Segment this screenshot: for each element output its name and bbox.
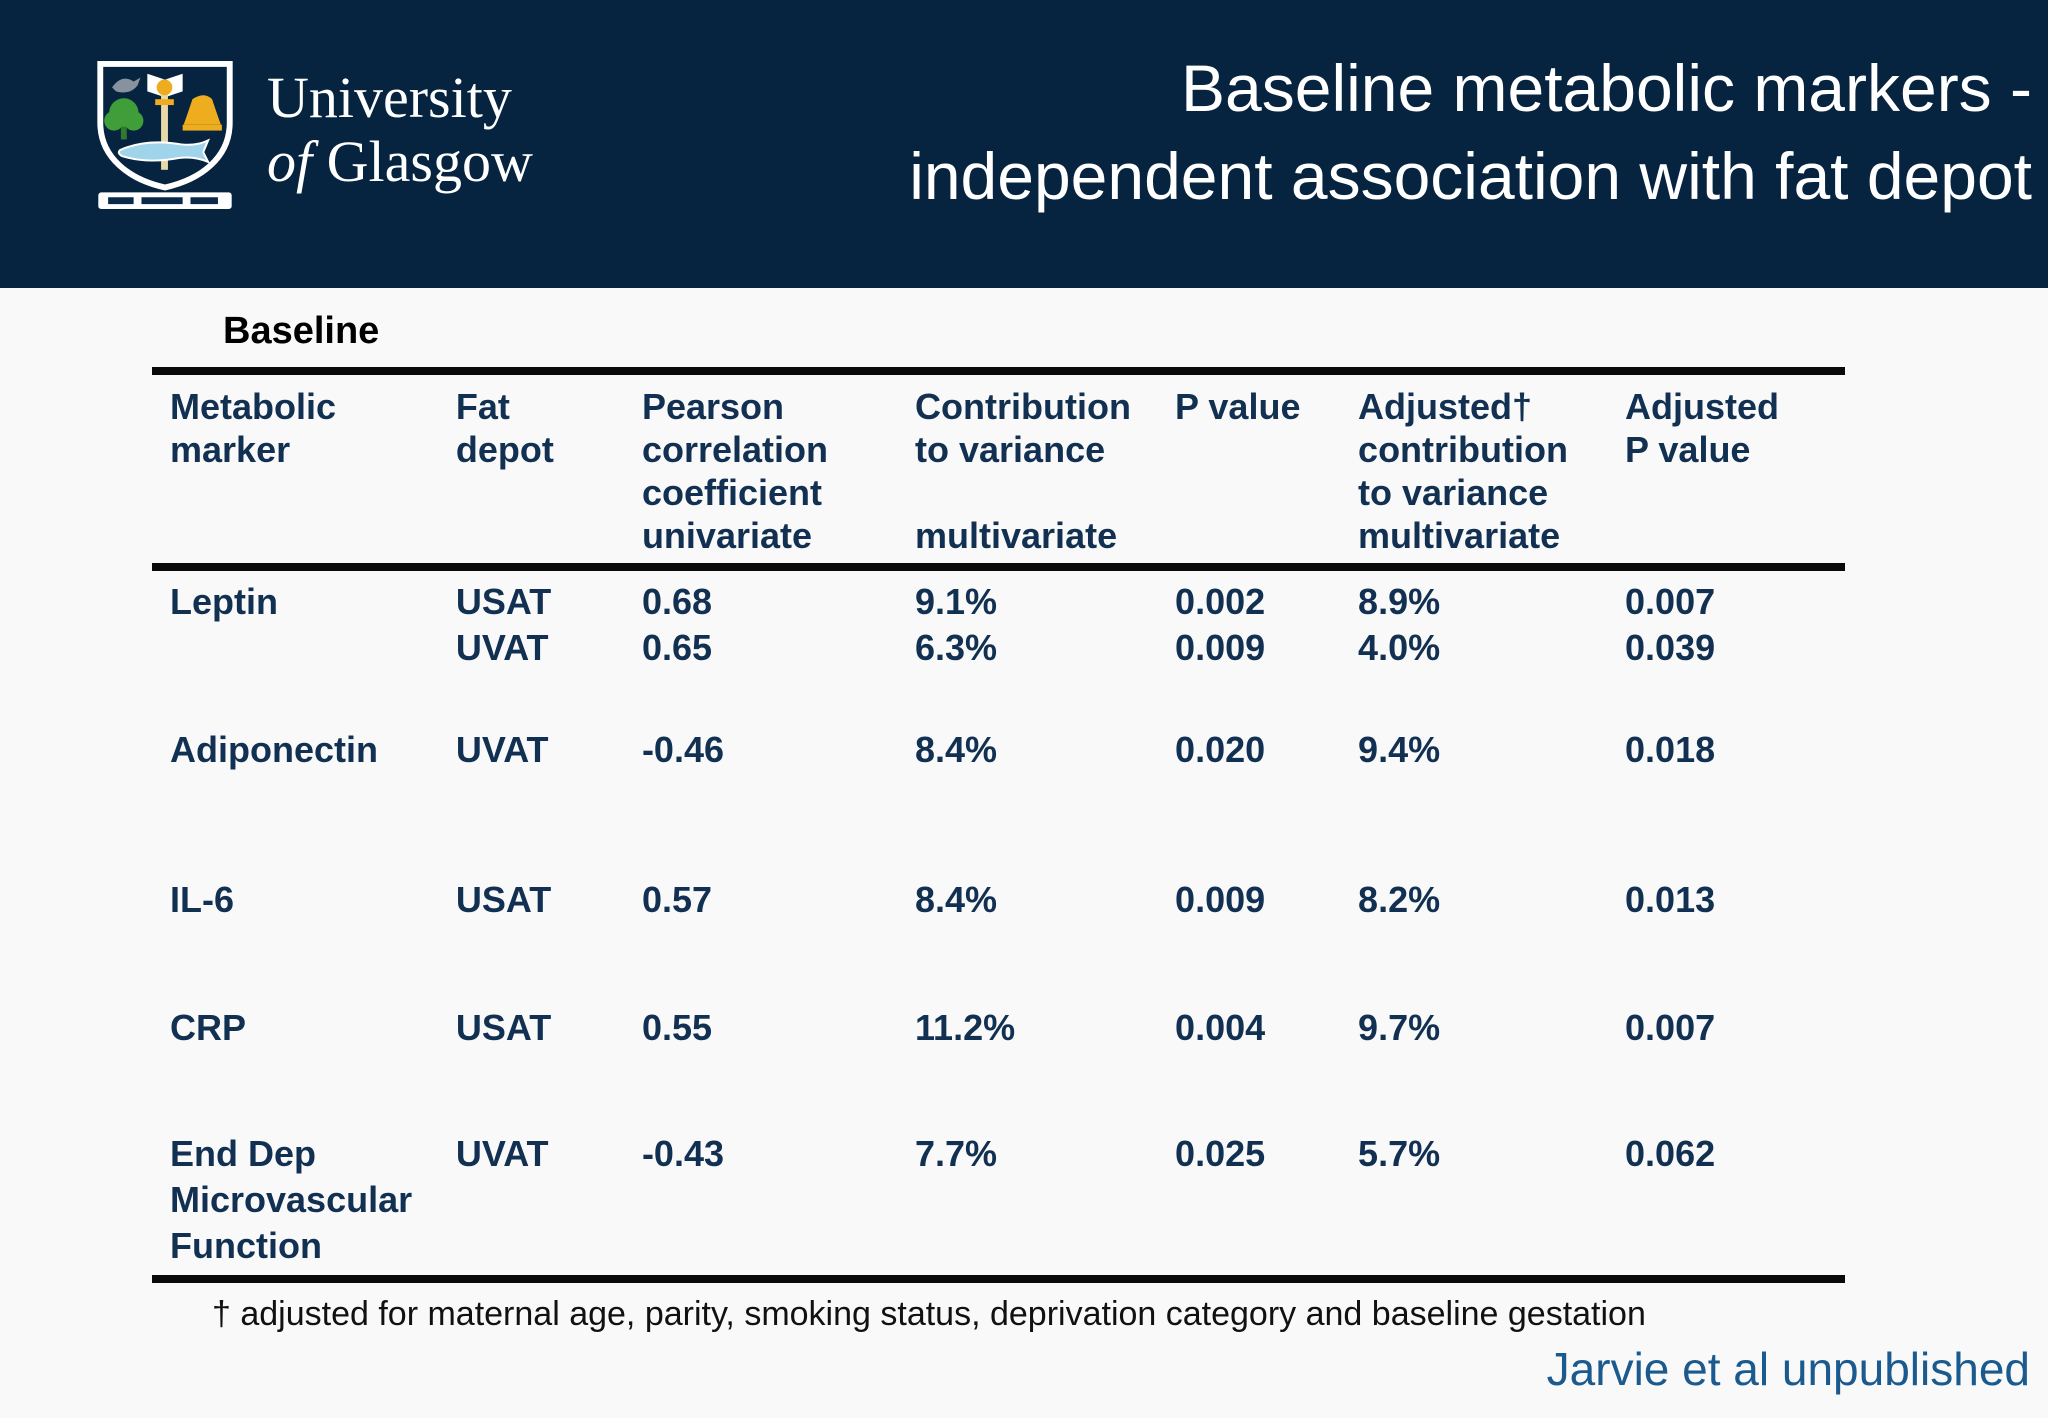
- pearson-cell: 0.57: [641, 879, 713, 920]
- adj-p-value-cell: 0.018: [1625, 729, 1716, 770]
- p-value-cell: 0.025: [1175, 1133, 1266, 1174]
- contribution-cell: 9.1%: [915, 581, 998, 622]
- contribution-cell: 11.2%: [915, 1007, 1016, 1048]
- table-header-row: Metabolic marker Fat depot Pearson corre…: [152, 375, 1845, 563]
- glasgow-crest-icon: [97, 60, 233, 210]
- table-row-crp: CRP USAT 0.55 11.2% 0.004 9.7% 0.007: [152, 1005, 1845, 1051]
- p-value-cell: 0.002: [1175, 581, 1266, 622]
- depot-cell: USAT: [455, 879, 552, 920]
- header-cell-metabolic-marker: Metabolic marker: [170, 386, 337, 470]
- header-cell-pearson: Pearson correlation coefficient univaria…: [641, 386, 828, 556]
- university-logo: University of Glasgow: [85, 58, 533, 210]
- metabolic-markers-table: Metabolic marker Fat depot Pearson corre…: [152, 367, 1845, 1283]
- table-caption: Baseline: [223, 310, 380, 352]
- depot-cell: USAT: [455, 1007, 552, 1048]
- marker-cell: End Dep Microvascular Function: [170, 1133, 413, 1266]
- p-value-cell: 0.004: [1175, 1007, 1266, 1048]
- p-value-cell: 0.009: [1175, 879, 1266, 920]
- marker-cell: IL-6: [170, 879, 235, 920]
- table-bottom-rule: [152, 1275, 1845, 1283]
- table-footnote: † adjusted for maternal age, parity, smo…: [212, 1295, 1646, 1333]
- pearson-cell: 0.68: [641, 581, 713, 622]
- pearson-cell: 0.55: [641, 1007, 713, 1048]
- wordmark-of: of: [267, 129, 313, 194]
- table-row-leptin: Leptin USAT 0.68 9.1% 0.002 8.9% 0.007 U…: [152, 579, 1845, 671]
- pearson-cell: 0.65: [641, 627, 713, 668]
- p-value-cell: 0.020: [1175, 729, 1266, 770]
- depot-cell: UVAT: [455, 1133, 549, 1174]
- contribution-cell: 8.4%: [915, 879, 998, 920]
- table-top-rule: [152, 367, 1845, 375]
- university-wordmark: University of Glasgow: [267, 66, 533, 194]
- table-mid-rule: [152, 563, 1845, 571]
- pearson-cell: -0.46: [641, 729, 724, 770]
- table-body: Leptin USAT 0.68 9.1% 0.002 8.9% 0.007 U…: [152, 571, 1845, 1275]
- slide-title-line2: independent association with fat depot: [909, 139, 2032, 213]
- wordmark-line2: of Glasgow: [267, 130, 533, 194]
- wordmark-line1: University: [267, 65, 512, 130]
- adj-p-value-cell: 0.007: [1625, 581, 1716, 622]
- header-cell-contribution: Contribution to variance multivariate: [915, 386, 1131, 556]
- adj-contribution-cell: 8.2%: [1358, 879, 1441, 920]
- adj-contribution-cell: 5.7%: [1358, 1133, 1441, 1174]
- adj-contribution-cell: 9.7%: [1358, 1007, 1441, 1048]
- adj-contribution-cell: 9.4%: [1358, 729, 1441, 770]
- table-row-end-dep: End Dep Microvascular Function UVAT -0.4…: [152, 1131, 1845, 1269]
- table-row-il6: IL-6 USAT 0.57 8.4% 0.009 8.2% 0.013: [152, 877, 1845, 923]
- header-cell-p-value: P value: [1175, 386, 1301, 427]
- adj-p-value-cell: 0.039: [1625, 627, 1716, 668]
- slide-title: Baseline metabolic markers - independent …: [909, 44, 2032, 220]
- adj-contribution-cell: 8.9%: [1358, 581, 1441, 622]
- marker-cell: Adiponectin: [170, 729, 378, 770]
- wordmark-name: Glasgow: [326, 129, 533, 194]
- slide-title-line1: Baseline metabolic markers -: [1181, 51, 2032, 125]
- header-cell-fat-depot: Fat depot: [455, 386, 554, 470]
- marker-cell: CRP: [170, 1007, 247, 1048]
- adj-contribution-cell: 4.0%: [1358, 627, 1441, 668]
- adj-p-value-cell: 0.013: [1625, 879, 1716, 920]
- header-band: University of Glasgow Baseline metabolic…: [0, 0, 2048, 288]
- table-row-adiponectin: Adiponectin UVAT -0.46 8.4% 0.020 9.4% 0…: [152, 727, 1845, 773]
- attribution-text: Jarvie et al unpublished: [1546, 1343, 2030, 1395]
- adj-p-value-cell: 0.007: [1625, 1007, 1716, 1048]
- marker-cell: Leptin: [170, 581, 278, 622]
- contribution-cell: 6.3%: [915, 627, 998, 668]
- contribution-cell: 8.4%: [915, 729, 998, 770]
- header-cell-adjusted-p-value: Adjusted P value: [1625, 386, 1780, 470]
- depot-cell: USAT: [455, 581, 552, 622]
- adj-p-value-cell: 0.062: [1625, 1133, 1716, 1174]
- header-cell-adjusted-contribution: Adjusted† contribution to variance multi…: [1358, 386, 1568, 556]
- contribution-cell: 7.7%: [915, 1133, 998, 1174]
- p-value-cell: 0.009: [1175, 627, 1266, 668]
- marker-cell-empty: [152, 625, 456, 671]
- slide-body: Baseline Metabolic marker Fat depot Pear…: [0, 288, 2048, 1418]
- depot-cell: UVAT: [455, 729, 549, 770]
- pearson-cell: -0.43: [641, 1133, 724, 1174]
- depot-cell: UVAT: [455, 627, 549, 668]
